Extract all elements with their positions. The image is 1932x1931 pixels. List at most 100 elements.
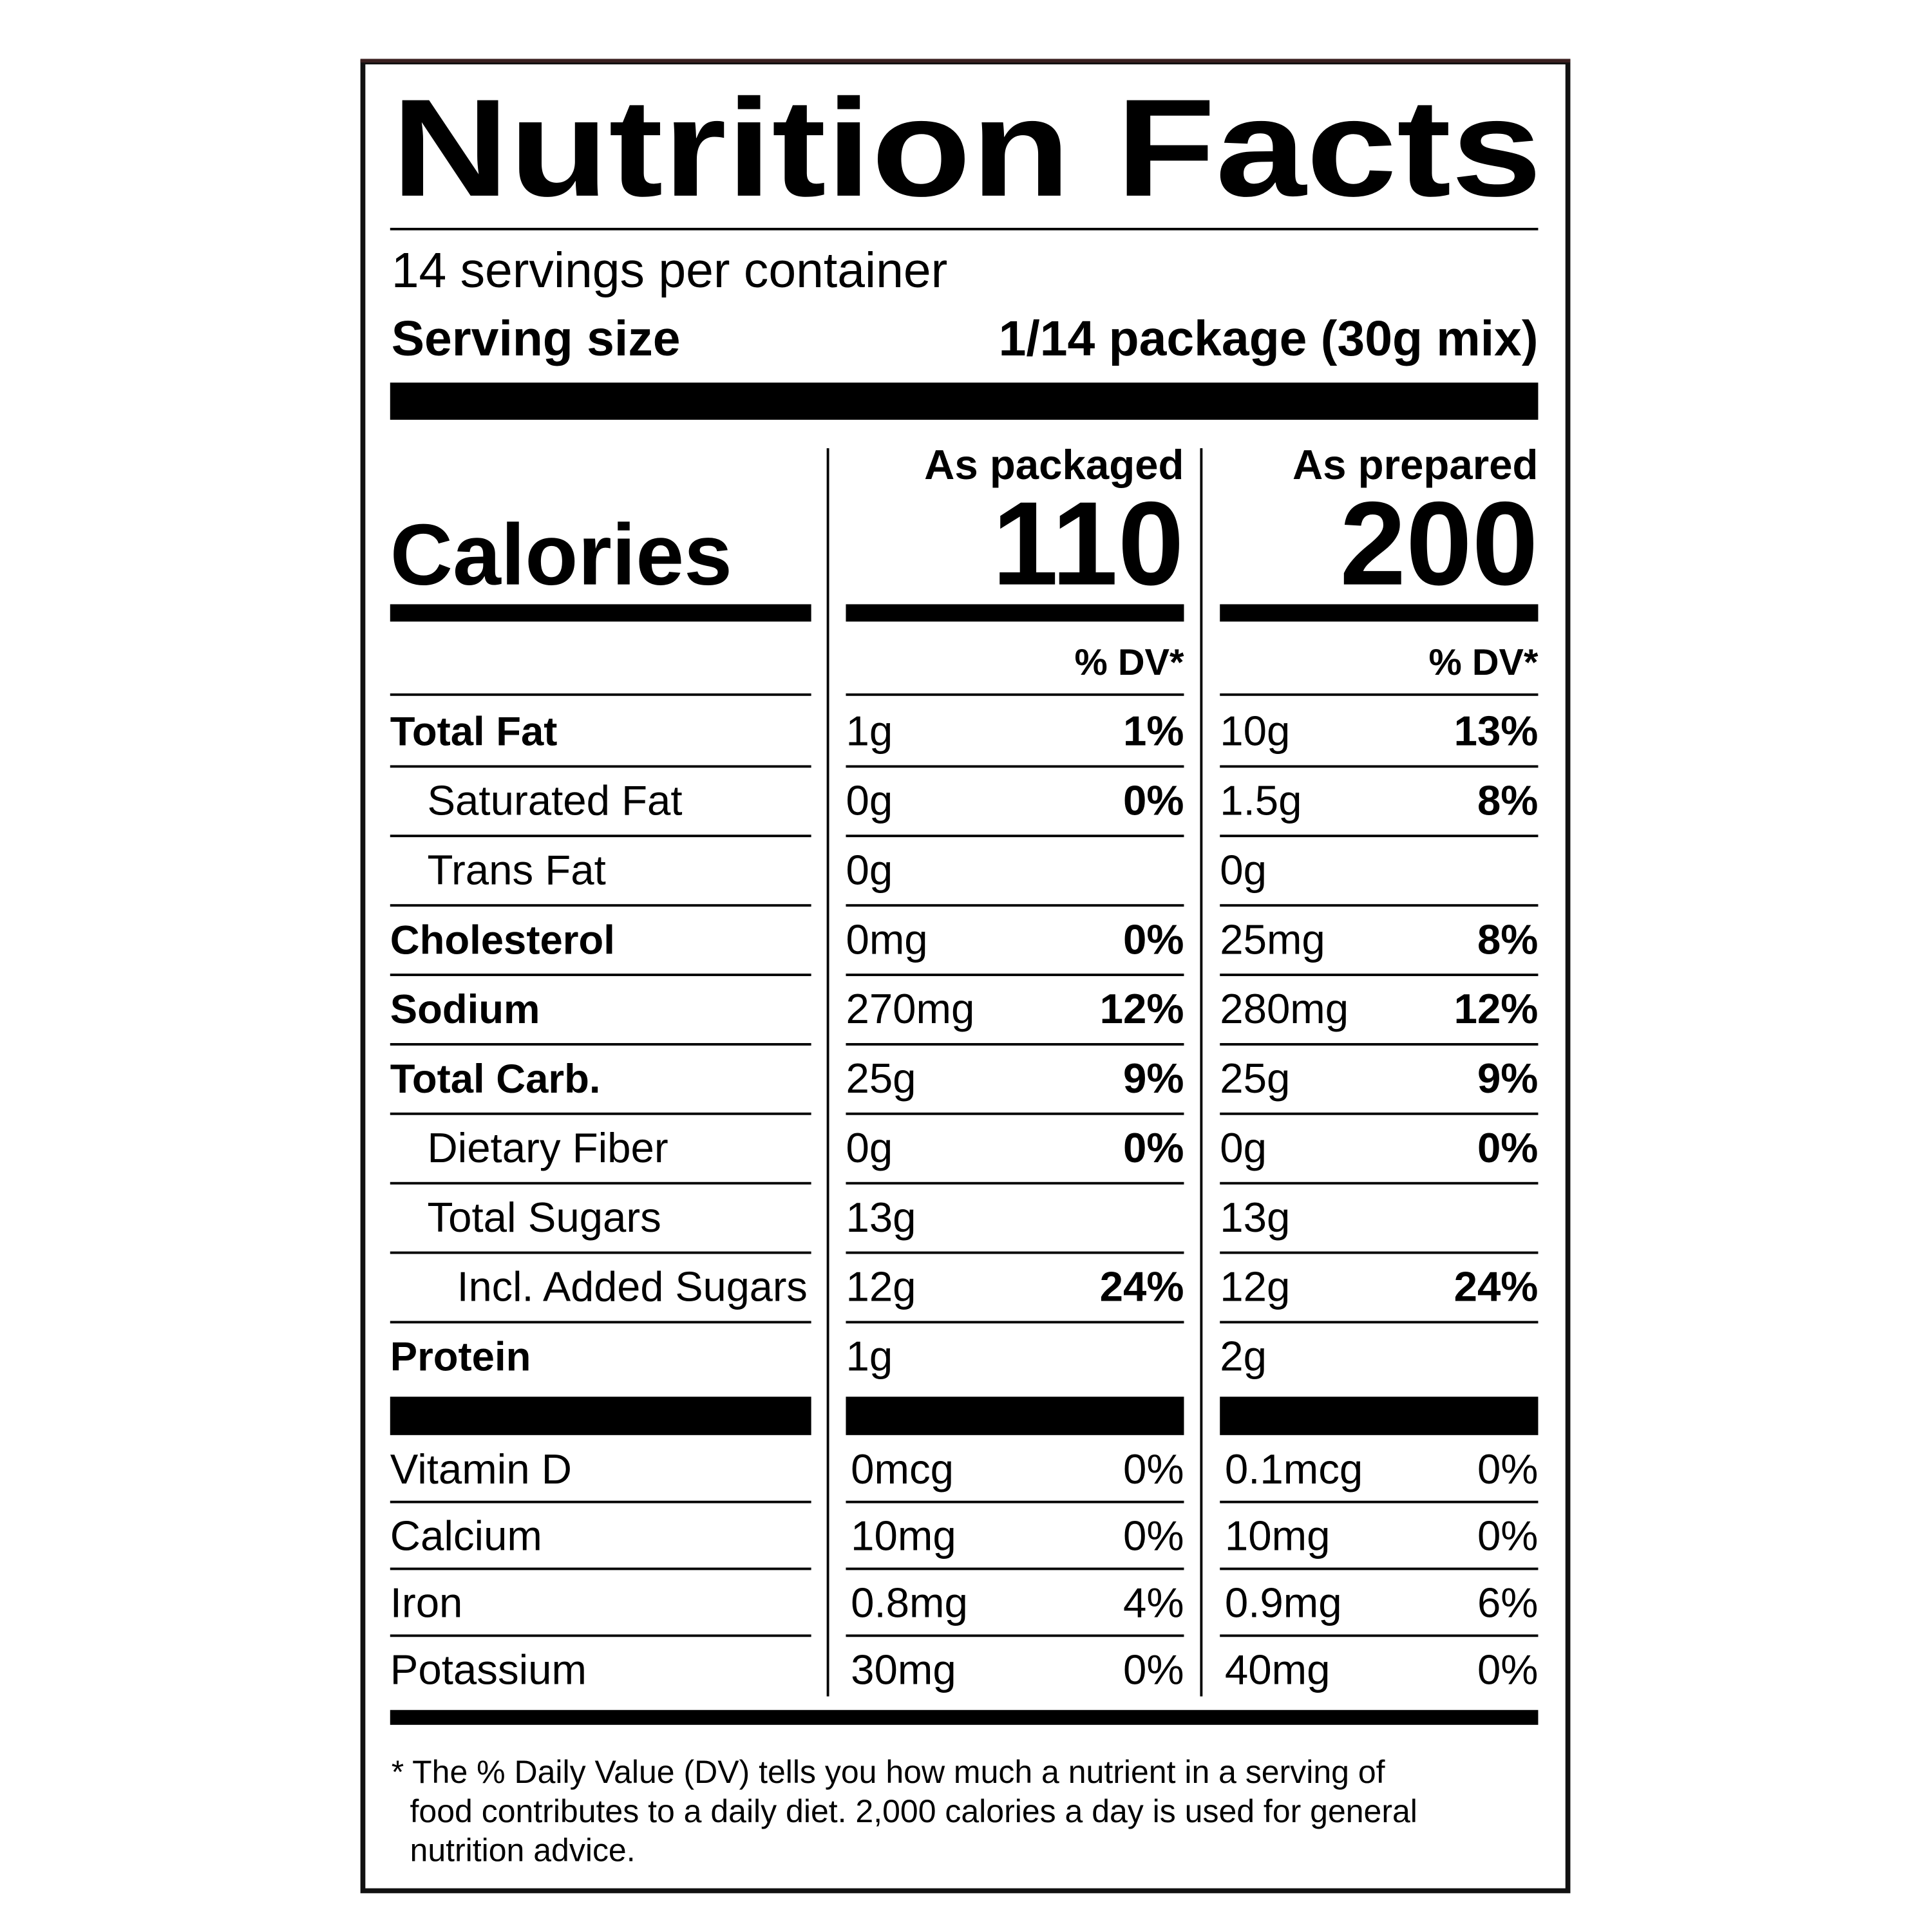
vitamin-name: Iron <box>390 1579 463 1626</box>
amount: 25g <box>1220 1055 1290 1102</box>
servings: 14 servings per container <box>392 243 948 298</box>
rule <box>390 1321 811 1324</box>
bar <box>1220 604 1539 622</box>
nutrient-name: Total Sugars <box>427 1194 661 1241</box>
daily-value: 9% <box>1477 1055 1539 1102</box>
rule <box>390 227 1539 231</box>
daily-value: 6% <box>1477 1579 1539 1626</box>
nutrient-name: Total Carb. <box>390 1057 601 1102</box>
rule <box>390 765 811 768</box>
amount: 270mg <box>846 985 974 1032</box>
rule <box>390 1042 811 1046</box>
rule <box>846 1251 1184 1254</box>
daily-value: 12% <box>1100 985 1184 1032</box>
daily-value: 8% <box>1477 916 1539 963</box>
daily-value: 1% <box>1123 708 1184 755</box>
daily-value: 0% <box>1477 1124 1539 1171</box>
footnote: food contributes to a daily diet. 2,000 … <box>410 1793 1417 1829</box>
amount: 13g <box>1220 1194 1290 1241</box>
daily-value: 0% <box>1123 1512 1184 1559</box>
daily-value: 0% <box>1477 1512 1539 1559</box>
rule <box>846 1500 1184 1503</box>
daily-value: 4% <box>1123 1579 1184 1626</box>
rule <box>846 1634 1184 1637</box>
amount: 0g <box>1220 1124 1267 1171</box>
thick-bar <box>390 382 1539 420</box>
rule <box>1220 1042 1539 1046</box>
amount: 2g <box>1220 1333 1267 1380</box>
amount: 10g <box>1220 708 1290 755</box>
rule <box>846 904 1184 907</box>
serving-size: 1/14 package (30g mix) <box>999 311 1539 366</box>
rule <box>846 1567 1184 1570</box>
daily-value: 13% <box>1454 708 1539 755</box>
title: Nutrition Facts <box>392 70 1542 225</box>
rule <box>390 1500 811 1503</box>
amount: 30mg <box>851 1646 956 1693</box>
amount: 10mg <box>1225 1512 1331 1559</box>
calories-value: 110 <box>992 478 1184 610</box>
rule <box>390 1182 811 1185</box>
amount: 0g <box>846 846 893 893</box>
rule <box>1220 765 1539 768</box>
amount: 10mg <box>851 1512 956 1559</box>
vitamin-name: Vitamin D <box>390 1446 572 1493</box>
amount: 12g <box>1220 1263 1290 1310</box>
serving-size-label: Serving size <box>392 311 681 366</box>
vitamin-name: Potassium <box>390 1646 587 1693</box>
rule <box>846 1321 1184 1324</box>
rule <box>846 1042 1184 1046</box>
daily-value: 0% <box>1123 1646 1184 1693</box>
rule <box>1220 974 1539 976</box>
amount: 0.9mg <box>1225 1579 1342 1626</box>
rule <box>846 693 1184 696</box>
bar <box>390 604 811 622</box>
bar <box>390 1710 1539 1725</box>
rule <box>1220 904 1539 907</box>
rule <box>1220 834 1539 838</box>
amount: 13g <box>846 1194 916 1241</box>
rule <box>1220 1500 1539 1503</box>
column-heading: As packaged <box>924 441 1184 488</box>
amount: 12g <box>846 1263 916 1310</box>
amount: 0g <box>846 777 893 824</box>
amount: 1g <box>846 1333 893 1380</box>
amount: 0.8mg <box>851 1579 968 1626</box>
daily-value: 0% <box>1123 916 1184 963</box>
daily-value: 8% <box>1477 777 1539 824</box>
nutrient-name: Incl. Added Sugars <box>457 1263 808 1310</box>
daily-value: 24% <box>1100 1263 1184 1310</box>
rule <box>846 974 1184 976</box>
daily-value: 24% <box>1454 1263 1539 1310</box>
rule <box>1220 1182 1539 1185</box>
column-heading: As prepared <box>1293 441 1539 488</box>
calories-label: Calories <box>390 506 732 603</box>
rule <box>390 1112 811 1115</box>
footnote: * The % Daily Value (DV) tells you how m… <box>392 1754 1385 1790</box>
amount: 280mg <box>1220 985 1349 1032</box>
daily-value: 0% <box>1477 1446 1539 1493</box>
rule <box>1220 1634 1539 1637</box>
dv-heading: % DV* <box>1075 642 1184 683</box>
nutrient-name: Protein <box>390 1335 531 1380</box>
amount: 1g <box>846 708 893 755</box>
rule <box>390 1634 811 1637</box>
rule <box>1220 1112 1539 1115</box>
rule <box>390 974 811 976</box>
rule <box>390 693 811 696</box>
vitamin-name: Calcium <box>390 1512 542 1559</box>
rule <box>1220 693 1539 696</box>
bar <box>846 1397 1184 1435</box>
rule <box>846 834 1184 838</box>
amount: 0g <box>1220 846 1267 893</box>
rule <box>1220 1321 1539 1324</box>
rule <box>846 765 1184 768</box>
rule <box>390 1567 811 1570</box>
rule <box>1220 1251 1539 1254</box>
rule <box>390 834 811 838</box>
bar <box>846 604 1184 622</box>
daily-value: 0% <box>1123 777 1184 824</box>
